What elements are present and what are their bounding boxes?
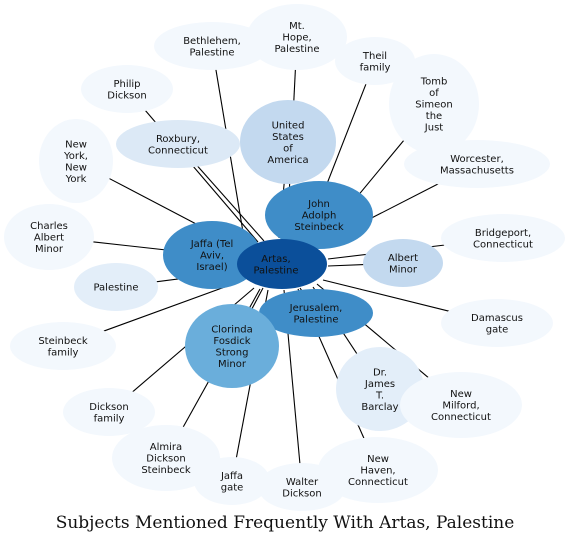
node-label-dickson-family: Dickson family	[89, 402, 128, 425]
node-center[interactable]	[237, 239, 327, 289]
node-label-charles-albert: Charles Albert Minor	[30, 221, 68, 255]
node-bethlehem[interactable]	[154, 22, 270, 70]
edge-albert-minor	[327, 264, 364, 267]
node-almira[interactable]	[112, 425, 220, 491]
node-shape-clorinda	[185, 304, 279, 388]
node-shape-steinbeck-family	[10, 322, 116, 370]
node-shape-jaffa-gate	[194, 457, 270, 505]
node-shape-palestine	[74, 263, 158, 311]
node-label-new-haven: New Haven, Connecticut	[348, 454, 408, 488]
node-label-new-york: New York, New York	[63, 139, 88, 185]
node-label-almira: Almira Dickson Steinbeck	[141, 442, 191, 476]
node-shape-mt-hope	[247, 4, 347, 70]
node-shape-theil-family	[335, 37, 415, 85]
node-label-center: Artas, Palestine	[253, 254, 298, 277]
node-roxbury[interactable]	[116, 120, 240, 168]
node-shape-worcester	[404, 140, 550, 188]
node-shape-united-states	[240, 100, 336, 184]
node-john-adolph[interactable]	[265, 181, 373, 249]
node-steinbeck-family[interactable]	[10, 322, 116, 370]
node-label-philip-dickson: Philip Dickson	[107, 79, 146, 102]
node-label-bethlehem: Bethlehem, Palestine	[183, 36, 241, 59]
node-label-damascus-gate: Damascus gate	[471, 313, 523, 336]
edge-clorinda	[251, 287, 264, 310]
node-label-roxbury: Roxbury, Connecticut	[148, 134, 208, 157]
edge-damascus-gate	[322, 279, 450, 312]
node-label-jerusalem: Jerusalem, Palestine	[289, 303, 343, 326]
node-shape-bridgeport	[441, 214, 565, 262]
node-dickson-family[interactable]	[63, 388, 155, 436]
node-labels: Bethlehem, Palestine Mt. Hope, Palestine Thei…	[30, 21, 533, 499]
node-label-theil-family: Theil family	[360, 51, 391, 74]
node-label-albert-minor: Albert Minor	[388, 253, 418, 276]
node-new-york[interactable]	[39, 119, 113, 203]
node-shape-philip-dickson	[81, 65, 173, 113]
node-tomb-of-simeon[interactable]	[389, 54, 479, 154]
node-shape-bethlehem	[154, 22, 270, 70]
node-shape-john-adolph	[265, 181, 373, 249]
node-label-jaffa-gate: Jaffa gate	[220, 471, 243, 494]
node-label-clorinda: Clorinda Fosdick Strong Minor	[211, 324, 253, 370]
node-label-john-adolph: John Adolph Steinbeck	[294, 199, 344, 233]
node-bridgeport[interactable]	[441, 214, 565, 262]
node-shape-albert-minor	[363, 239, 443, 287]
node-shape-jaffa	[163, 221, 261, 289]
node-label-new-milford: New Milford, Connecticut	[431, 389, 491, 423]
node-new-milford[interactable]	[400, 372, 522, 438]
node-label-worcester: Worcester, Massachusetts	[440, 154, 514, 177]
diagram-title: Subjects Mentioned Frequently With Artas…	[55, 513, 515, 533]
node-jaffa-gate[interactable]	[194, 457, 270, 505]
edge-steinbeck-family	[103, 279, 245, 332]
node-clorinda[interactable]	[185, 304, 279, 388]
node-label-steinbeck-family: Steinbeck family	[38, 336, 88, 359]
node-shape-center	[237, 239, 327, 289]
node-shape-new-haven	[318, 437, 438, 503]
node-label-dr-james: Dr. James T. Barclay	[361, 367, 398, 413]
node-new-haven[interactable]	[318, 437, 438, 503]
node-label-mt-hope: Mt. Hope, Palestine	[274, 21, 319, 55]
node-shape-charles-albert	[4, 204, 94, 270]
node-theil-family[interactable]	[335, 37, 415, 85]
node-shape-roxbury	[116, 120, 240, 168]
node-jaffa[interactable]	[163, 221, 261, 289]
node-label-tomb-of-simeon: Tomb of Simeon the Just	[415, 77, 452, 134]
node-worcester[interactable]	[404, 140, 550, 188]
node-shape-damascus-gate	[441, 299, 553, 347]
node-label-jaffa: Jaffa (Tel Aviv, Israel)	[190, 239, 234, 273]
node-charles-albert[interactable]	[4, 204, 94, 270]
node-shape-tomb-of-simeon	[389, 54, 479, 154]
node-shape-almira	[112, 425, 220, 491]
node-label-bridgeport: Bridgeport, Connecticut	[473, 228, 533, 251]
node-label-palestine: Palestine	[93, 283, 138, 294]
node-shape-jerusalem	[259, 289, 373, 337]
node-palestine[interactable]	[74, 263, 158, 311]
node-damascus-gate[interactable]	[441, 299, 553, 347]
node-jerusalem[interactable]	[259, 289, 373, 337]
node-mt-hope[interactable]	[247, 4, 347, 70]
nodes	[4, 4, 565, 511]
node-shape-new-milford	[400, 372, 522, 438]
edge-roxbury	[197, 165, 265, 242]
node-albert-minor[interactable]	[363, 239, 443, 287]
node-shape-new-york	[39, 119, 113, 203]
node-label-walter-dickson: Walter Dickson	[282, 477, 321, 500]
node-shape-dickson-family	[63, 388, 155, 436]
node-philip-dickson[interactable]	[81, 65, 173, 113]
node-label-united-states: United States of America	[267, 120, 308, 166]
node-united-states[interactable]	[240, 100, 336, 184]
